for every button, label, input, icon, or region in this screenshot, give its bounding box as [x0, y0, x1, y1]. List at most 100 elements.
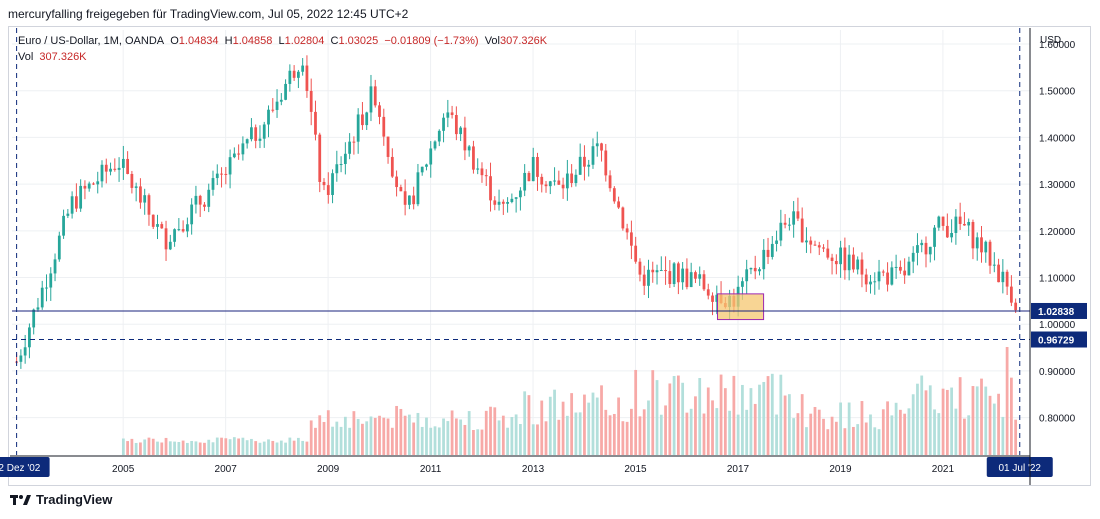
candle-body: [45, 288, 48, 289]
candle-body: [912, 253, 915, 262]
volume-bar: [903, 414, 906, 455]
volume-bar: [1010, 378, 1013, 455]
candle-body: [946, 226, 949, 237]
volume-bar: [967, 415, 970, 455]
volume-bar: [596, 398, 599, 455]
volume-bar: [767, 376, 770, 455]
candle-body: [814, 245, 817, 246]
candle-body: [105, 165, 108, 172]
volume-bar: [839, 403, 842, 455]
candle-body: [182, 229, 185, 231]
candle-body: [779, 223, 782, 241]
candle-body: [434, 141, 437, 148]
candle-body: [972, 222, 975, 248]
candle-body: [741, 281, 744, 287]
candle-body: [24, 347, 27, 355]
volume-bar: [997, 394, 1000, 455]
volume-bar: [280, 441, 283, 455]
candle-body: [575, 175, 578, 183]
candle-body: [626, 228, 629, 232]
volume-bar: [506, 428, 509, 455]
candle-body: [583, 157, 586, 167]
candle-body: [681, 269, 684, 283]
candle-body: [758, 269, 761, 271]
volume-bar: [600, 385, 603, 455]
candle-body: [903, 271, 906, 276]
candle-body: [916, 245, 919, 253]
candle-body: [370, 86, 373, 112]
candle-body: [169, 242, 172, 250]
volume-bar: [353, 411, 356, 455]
x-tick-label: 2017: [727, 464, 750, 475]
volume-bar: [848, 403, 851, 455]
candle-body: [1001, 272, 1004, 282]
volume-bar: [886, 401, 889, 455]
volume-bar: [566, 416, 569, 455]
x-tick-label: 2005: [112, 464, 135, 475]
y-tick-label: 0.80000: [1039, 414, 1076, 425]
candle-body: [498, 202, 501, 205]
vol2-value: 307.326K: [39, 51, 86, 63]
volume-bar: [617, 398, 620, 455]
candle-body: [143, 195, 146, 202]
candle-body: [604, 151, 607, 176]
volume-bar: [455, 418, 458, 455]
volume-bar: [890, 415, 893, 455]
x-tick-label: 2015: [624, 464, 647, 475]
volume-bar: [434, 426, 437, 455]
candle-body: [959, 217, 962, 224]
overlays: 1.028380.9672902 Dez '0201 Jul '22: [0, 28, 1087, 477]
close-value: 1.03025: [338, 35, 378, 47]
candle-body: [135, 186, 138, 188]
candle-body: [886, 273, 889, 285]
candle-body: [549, 181, 552, 186]
candlestick-chart[interactable]: 1.028380.9672902 Dez '0201 Jul '22 USD1.…: [0, 0, 1100, 519]
candle-body: [79, 186, 82, 209]
volume-bar: [732, 376, 735, 455]
volume-bar: [493, 407, 496, 455]
candle-body: [506, 202, 509, 204]
candle-body: [861, 260, 864, 275]
candle-body: [177, 229, 180, 230]
candle-body: [711, 296, 714, 302]
volume-bar: [814, 407, 817, 455]
candle-body: [476, 168, 479, 169]
volume-bar: [942, 389, 945, 455]
volume-bar: [523, 391, 526, 455]
volume-bar: [946, 390, 949, 455]
candle-body: [335, 164, 338, 173]
footer-brand[interactable]: TradingView: [10, 492, 112, 507]
volume-bar: [152, 439, 155, 455]
volume-bar: [737, 415, 740, 455]
candle-body: [600, 143, 603, 150]
candle-body: [801, 219, 804, 243]
candle-body: [967, 222, 970, 225]
volume-bar: [327, 410, 330, 455]
candle-body: [113, 169, 116, 170]
volume-bar: [391, 428, 394, 455]
volume-bar: [284, 443, 287, 455]
volume-bar: [365, 421, 368, 455]
volume-bar: [711, 400, 714, 455]
candle-body: [156, 224, 159, 227]
volume-bar: [344, 417, 347, 455]
candle-body: [459, 128, 462, 134]
candle-body: [118, 168, 121, 170]
volume-bar: [865, 423, 868, 455]
volume-bar: [429, 428, 432, 455]
candle-body: [690, 272, 693, 287]
volume-bar: [545, 421, 548, 455]
candle-body: [519, 191, 522, 198]
volume-bar: [442, 418, 445, 455]
x-tick-label: 2007: [215, 464, 238, 475]
volume-bar: [468, 411, 471, 455]
candle-body: [762, 250, 765, 269]
volume-bar: [583, 395, 586, 455]
candle-body: [404, 191, 407, 205]
volume-bar: [1006, 347, 1009, 455]
candle-body: [587, 165, 590, 167]
volume-bar: [464, 425, 467, 455]
volume-bar: [784, 396, 787, 455]
candle-body: [942, 217, 945, 226]
candle-body: [58, 236, 61, 260]
